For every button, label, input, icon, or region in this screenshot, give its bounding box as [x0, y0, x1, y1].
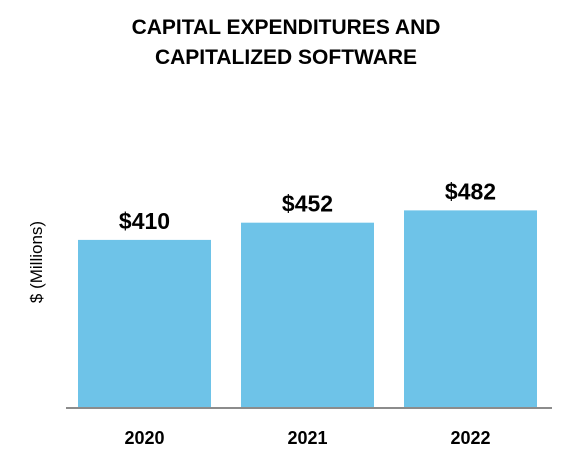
bar-2021 [241, 222, 374, 408]
bar-2022 [404, 210, 537, 408]
x-tick-label-2022: 2022 [450, 428, 490, 448]
x-tick-label-2021: 2021 [287, 428, 327, 448]
bar-group [78, 210, 537, 408]
value-label-2020: $410 [119, 208, 170, 234]
chart-title-line-2: CAPITALIZED SOFTWARE [155, 46, 417, 69]
chart-title-line-1: CAPITAL EXPENDITURES AND [132, 16, 441, 39]
bar-2020 [78, 239, 211, 408]
value-label-2021: $452 [282, 191, 333, 217]
x-tick-label-group: 2020 2021 2022 [124, 428, 490, 448]
value-label-2022: $482 [445, 178, 496, 204]
value-label-group: $410 $452 $482 [119, 178, 496, 234]
x-tick-label-2020: 2020 [124, 428, 164, 448]
y-axis-label: $ (Millions) [27, 221, 46, 303]
